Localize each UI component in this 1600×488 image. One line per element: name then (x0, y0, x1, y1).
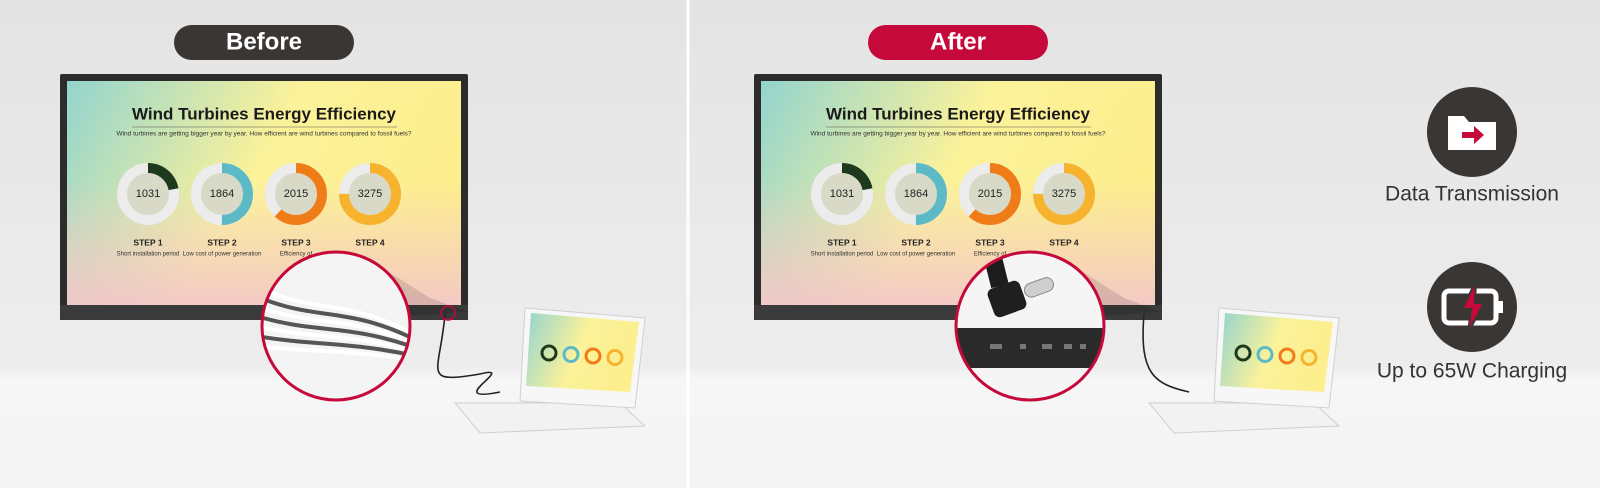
bolt-glyph (1460, 280, 1486, 334)
laptop-donut (1278, 347, 1296, 365)
cable (262, 304, 410, 346)
laptop-donut (1256, 346, 1274, 363)
cable (262, 294, 410, 342)
laptop-cable (437, 313, 501, 396)
step-name: STEP 4 (1049, 237, 1078, 247)
laptop-donut (1300, 349, 1318, 366)
lens (262, 252, 410, 400)
port-panel (956, 328, 1104, 368)
usb-c-tip (1023, 277, 1054, 298)
screen-subtitle: Wind turbines are getting bigger year by… (116, 131, 411, 138)
donut-arc (339, 163, 401, 225)
step-description: Low cost of power generation (183, 252, 261, 258)
donut-arc (117, 163, 179, 225)
feature-label: Data Transmission (1385, 183, 1559, 206)
donut-arc (885, 163, 947, 225)
cable (262, 314, 410, 350)
lens-ring (260, 250, 412, 402)
step-name: STEP 2 (207, 237, 236, 247)
laptop-donut (540, 344, 558, 362)
laptop-screen (526, 313, 639, 392)
laptop-screen (1220, 313, 1333, 392)
port (1080, 344, 1086, 349)
step-name: STEP 3 (975, 237, 1004, 247)
port (1042, 344, 1052, 349)
step-name: STEP 4 (355, 237, 384, 247)
usb-c-plug (987, 280, 1027, 318)
donut-arc (811, 163, 873, 225)
battery-tip (1498, 301, 1503, 313)
donut-arc (265, 163, 327, 225)
screen-title: Wind Turbines Energy Efficiency (132, 104, 397, 123)
donut-value: 1031 (830, 188, 854, 200)
panel: After Wind Turbines Energy Efficiency Wind… (754, 25, 1341, 434)
step-description: Short installation period (117, 252, 180, 258)
port (990, 344, 1002, 349)
step-name: STEP 2 (901, 237, 930, 247)
step-name: STEP 1 (133, 237, 162, 247)
cable (262, 324, 410, 354)
cable (262, 344, 410, 362)
donut-value: 1864 (904, 188, 928, 200)
donut-value: 1864 (210, 188, 234, 200)
step-description: Low cost of power generation (877, 252, 955, 258)
panel: Before Wind Turbines Energy Efficiency Win… (60, 25, 647, 434)
step-description: Efficiency of (974, 252, 1007, 258)
screen-title: Wind Turbines Energy Efficiency (826, 104, 1091, 123)
step-description: Short installation period (811, 252, 874, 258)
port-marker (440, 305, 456, 321)
port (1020, 344, 1026, 349)
donut-value: 2015 (978, 188, 1002, 200)
panel-label: After (930, 28, 986, 55)
laptop-donut (584, 347, 602, 365)
lens-ring (954, 250, 1106, 402)
step-name: STEP 3 (281, 237, 310, 247)
donut-arc (959, 163, 1021, 225)
laptop-donut (606, 349, 624, 366)
step-name: STEP 1 (827, 237, 856, 247)
screen-subtitle: Wind turbines are getting bigger year by… (810, 131, 1105, 138)
panel-pill (868, 25, 1048, 60)
donut-value: 1031 (136, 188, 160, 200)
feature-label: Up to 65W Charging (1377, 360, 1567, 383)
panel-pill (174, 25, 354, 60)
donut-value: 2015 (284, 188, 308, 200)
donut-value: 3275 (358, 188, 382, 200)
donut-value: 3275 (1052, 188, 1076, 200)
lens-bg (262, 252, 410, 400)
step-description: Efficiency of (280, 252, 313, 258)
panel-label: Before (226, 28, 302, 55)
arrow-glyph (1462, 126, 1484, 144)
donut-arc (191, 163, 253, 225)
port (1064, 344, 1072, 349)
laptop-donut (1234, 344, 1252, 362)
cable (262, 284, 410, 338)
laptop-donut (562, 346, 580, 363)
laptop-cable (1142, 313, 1190, 393)
cable (262, 334, 410, 358)
donut-arc (1033, 163, 1095, 225)
